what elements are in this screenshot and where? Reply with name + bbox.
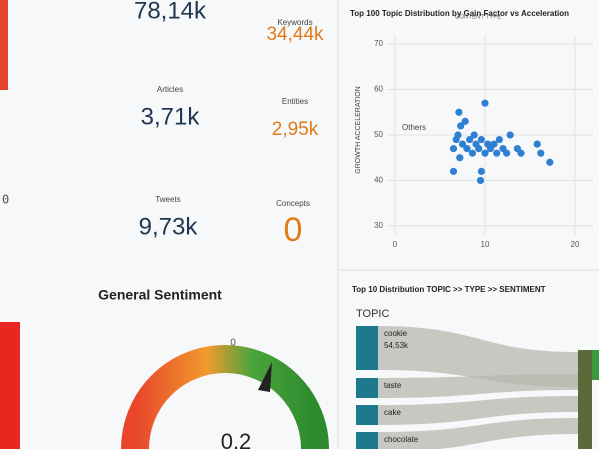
point bbox=[466, 135, 474, 144]
point bbox=[463, 145, 471, 153]
sankey-node-label: cookie bbox=[384, 329, 408, 338]
point bbox=[481, 99, 489, 107]
metric-value: 2,95k bbox=[272, 119, 319, 140]
scatter-chart: Top 100 Topic Distribution by Gain Facto… bbox=[350, 9, 593, 249]
point bbox=[477, 135, 485, 144]
sankey-node-label: chocolate bbox=[384, 435, 419, 444]
point bbox=[533, 140, 541, 148]
gauge-value: 0,2 bbox=[221, 429, 252, 449]
point bbox=[449, 167, 458, 175]
point bbox=[470, 131, 478, 139]
sankey-node bbox=[592, 350, 599, 380]
edge-label: 0 bbox=[2, 193, 9, 207]
x-tick-label: 10 bbox=[481, 240, 490, 249]
point bbox=[468, 149, 476, 157]
gauge-scale-label: 0 bbox=[230, 338, 236, 349]
sankey-node-label: cake bbox=[384, 408, 401, 417]
point bbox=[546, 158, 554, 166]
metric-value: 0 bbox=[284, 211, 303, 249]
y-tick-label: 60 bbox=[374, 85, 383, 94]
point bbox=[537, 149, 545, 157]
point bbox=[503, 149, 511, 157]
sankey-title: Top 10 Distribution TOPIC >> TYPE >> SEN… bbox=[352, 285, 546, 294]
sankey-node-label: taste bbox=[384, 381, 402, 390]
point bbox=[495, 135, 503, 144]
y-tick-label: 40 bbox=[374, 176, 383, 185]
point bbox=[454, 131, 462, 139]
metric-label: Entities bbox=[282, 97, 308, 106]
point bbox=[457, 122, 465, 130]
point bbox=[477, 167, 485, 175]
sankey-header: TOPIC bbox=[356, 308, 389, 320]
metric-value: 34,44k bbox=[266, 24, 324, 45]
metric-label: Keywords bbox=[277, 18, 312, 27]
x-tick-label: 0 bbox=[393, 240, 398, 249]
point bbox=[476, 176, 485, 185]
y-tick-label: 50 bbox=[374, 130, 383, 139]
point bbox=[506, 131, 514, 139]
y-tick-label: 70 bbox=[374, 39, 383, 48]
point bbox=[461, 117, 469, 125]
sankey-band bbox=[378, 374, 578, 398]
metric-value: 9,73k bbox=[139, 213, 199, 240]
sankey-node bbox=[356, 326, 378, 370]
annotation: Others bbox=[402, 123, 426, 132]
metric-value: 3,71k bbox=[141, 103, 201, 130]
metric-label: Tweets bbox=[155, 195, 180, 204]
sankey-node bbox=[578, 350, 592, 449]
sankey-band bbox=[378, 326, 578, 388]
metric-label: Concepts bbox=[276, 199, 310, 208]
gauge-title: General Sentiment bbox=[98, 287, 222, 303]
y-axis-label: GROWTH ACCELERATION bbox=[355, 86, 362, 173]
gauge-needle bbox=[258, 362, 272, 392]
sankey-band bbox=[378, 418, 578, 452]
point bbox=[458, 140, 467, 148]
point bbox=[490, 140, 498, 148]
sankey-band bbox=[378, 396, 578, 425]
sankey: Top 10 Distribution TOPIC >> TYPE >> SEN… bbox=[352, 285, 599, 452]
edge-strip bbox=[0, 0, 8, 90]
point bbox=[481, 149, 489, 157]
point bbox=[517, 149, 525, 157]
metric-value: 78,14k bbox=[134, 0, 207, 24]
sankey-node bbox=[356, 405, 378, 425]
tab[interactable]: CONTENT TYPE bbox=[455, 15, 501, 21]
chart-title: Top 100 Topic Distribution by Gain Facto… bbox=[350, 9, 569, 18]
point bbox=[456, 154, 464, 162]
point bbox=[493, 149, 501, 157]
sankey-node-value: 54,53k bbox=[384, 341, 409, 350]
y-tick-label: 30 bbox=[374, 221, 383, 230]
sankey-node bbox=[356, 432, 378, 452]
point bbox=[475, 145, 483, 153]
point bbox=[455, 108, 463, 116]
x-tick-label: 20 bbox=[571, 240, 580, 249]
edge-strip bbox=[0, 322, 20, 449]
sankey-node bbox=[356, 378, 378, 398]
point bbox=[449, 145, 458, 153]
metric-label: Articles bbox=[157, 85, 183, 94]
gauge-arc bbox=[121, 345, 329, 450]
